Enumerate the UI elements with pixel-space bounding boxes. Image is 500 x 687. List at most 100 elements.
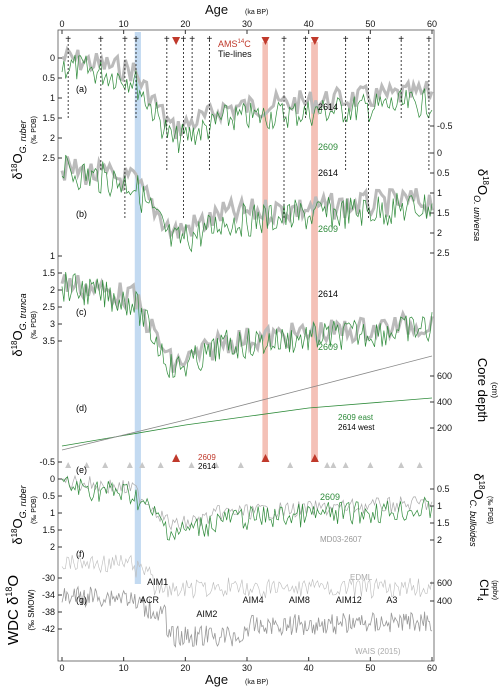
dating-marker-14 (398, 462, 405, 468)
dating-marker-2 (102, 462, 109, 468)
dating-marker-8 (237, 462, 244, 468)
y-tick-label-left-4-4: 1.5 (42, 525, 55, 535)
ams-marker-top-1 (261, 37, 270, 45)
y-tick-label-left-2-0: 1 (50, 251, 55, 261)
panel-label-g: (g) (76, 595, 87, 605)
y-tick-label-left-2-4: 3 (50, 319, 55, 329)
y-title-a: δ18OG. ruber (10, 119, 28, 179)
tie-marker-11: + (366, 34, 372, 45)
tie-marker-7: + (206, 34, 212, 45)
y-tick-label-right-3-2: 200 (437, 423, 452, 433)
blue-band (134, 32, 141, 584)
y-tick-label-left-6-0: -30 (42, 573, 55, 583)
series-a-2614 (61, 45, 434, 140)
label-d-2609: 2609 east (338, 413, 374, 422)
ams-marker-top-0 (172, 37, 181, 45)
label-c-2609: 2609 (318, 342, 338, 352)
series-b-2609 (61, 154, 433, 253)
panel-label-f: (f) (76, 549, 85, 559)
dating-marker-3 (126, 462, 133, 468)
event-label-5: AIM12 (336, 595, 362, 605)
tie-marker-13: + (426, 34, 432, 45)
series-g-wdc (61, 585, 433, 648)
y-tick-label-left-0-4: 2 (50, 133, 55, 143)
x-tick-label-bottom-4: 40 (304, 663, 314, 673)
y-tick-label-left-2-2: 2 (50, 285, 55, 295)
panel-label-c: (c) (76, 307, 87, 317)
x-tick-label-bottom-5: 50 (365, 663, 375, 673)
tie-marker-10: + (343, 34, 349, 45)
y-tick-label-left-6-1: -34 (42, 590, 55, 600)
tie-marker-1: + (98, 34, 104, 45)
y-tick-label-right-4-2: 1.5 (437, 518, 450, 528)
ams-marker-bottom-1 (261, 454, 270, 462)
tie-marker-6: + (189, 34, 195, 45)
tie-marker-4: + (164, 34, 170, 45)
y-unit-e-right: (‰ PDB) (486, 496, 493, 524)
y-unit-c: (‰ PDB) (31, 311, 38, 339)
y-unit-a: (‰ PDB) (31, 116, 38, 144)
label-e-md03: MD03-2607 (320, 535, 362, 544)
x-tick-label-top-2: 20 (180, 19, 190, 29)
y-unit-d: (cm) (490, 382, 499, 398)
tie-marker-3: + (133, 34, 139, 45)
series-a-2609 (61, 54, 433, 154)
tie-marker-9: + (303, 34, 309, 45)
event-label-2: AIM2 (196, 609, 217, 619)
red-band-0 (262, 42, 268, 462)
dating-marker-13 (367, 462, 374, 468)
dating-marker-11 (330, 462, 337, 468)
dating-marker-15 (416, 462, 423, 468)
label-a-2614: 2614 (318, 102, 338, 112)
label-b-2609: 2609 (318, 224, 338, 234)
y-title-e-right: δ18OC. bulloides (468, 473, 486, 547)
y-tick-label-left-0-5: 2.5 (42, 153, 55, 163)
event-label-3: AIM4 (243, 595, 264, 605)
series-e-2609 (61, 476, 433, 541)
red-band-1 (311, 42, 318, 462)
y-tick-label-left-4-1: 0 (50, 474, 55, 484)
y-tick-label-left-0-1: 0.5 (42, 73, 55, 83)
x-tick-label-top-0: 0 (59, 19, 64, 29)
panel-label-b: (b) (76, 209, 87, 219)
event-labels: ACR AIM1 AIM2 AIM4 AIM8 AIM12 A3 (140, 577, 397, 619)
y-tick-label-right-1-3: 1.5 (437, 208, 450, 218)
y-tick-label-left-0-3: 1.5 (42, 113, 55, 123)
dating-marker-10 (324, 462, 331, 468)
y-tick-label-right-4-1: 1 (437, 501, 442, 511)
x-axis-title-top: Age (205, 2, 228, 17)
label-b-2614: 2614 (318, 168, 338, 178)
y-tick-label-left-6-2: -38 (42, 607, 55, 617)
ams-marker-top-2 (310, 37, 319, 45)
ams-marker-bottom-2 (310, 454, 319, 462)
y-tick-label-left-4-0: -0.5 (39, 457, 55, 467)
y-title-g: WDC δ18O (4, 575, 22, 645)
series-c-2614 (60, 274, 434, 373)
tie-lines: + + + + + + + + + + + + + + (65, 34, 432, 220)
event-label-0: ACR (140, 595, 160, 605)
dating-marker-6 (188, 462, 195, 468)
ams-marker-bottom-0 (172, 454, 181, 462)
tie-marker-5: + (181, 34, 187, 45)
y-tick-label-right-3-1: 400 (437, 397, 452, 407)
x-axis-unit-bottom: (ka BP) (245, 679, 268, 686)
series-d-2609-depth (61, 397, 433, 447)
dating-marker-4 (139, 462, 146, 468)
tie-marker-0: + (65, 34, 71, 45)
y-tick-label-right-4-3: 2 (437, 535, 442, 545)
x-axis-unit-top: (ka BP) (245, 9, 268, 16)
event-label-1: AIM1 (147, 577, 168, 587)
x-axis-title-bottom: Age (205, 672, 228, 687)
x-tick-label-bottom-2: 20 (180, 663, 190, 673)
y-unit-f: (ppbv) (491, 580, 498, 600)
y-tick-label-left-4-5: 2 (50, 542, 55, 552)
x-tick-label-top-1: 10 (119, 19, 129, 29)
dating-marker-7 (213, 462, 220, 468)
x-tick-label-top-5: 50 (365, 19, 375, 29)
marker-label-2609: 2609 (198, 453, 216, 462)
data-series (60, 37, 434, 648)
y-unit-g: (‰ SMOW) (27, 589, 36, 631)
x-tick-label-bottom-3: 30 (242, 663, 252, 673)
y-unit-e: (‰ PDB) (31, 496, 38, 524)
x-tick-label-bottom-6: 60 (427, 663, 437, 673)
